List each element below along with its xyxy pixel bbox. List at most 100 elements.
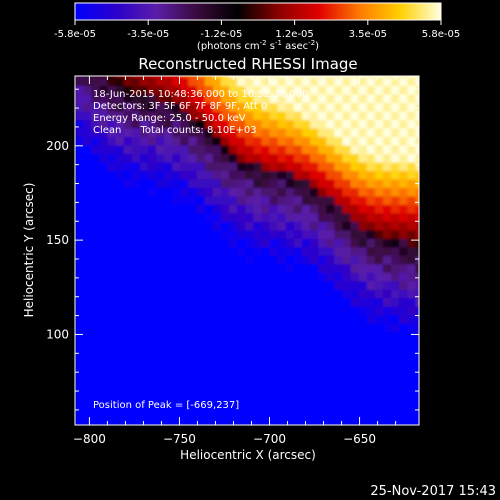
heatmap-cell xyxy=(107,161,117,171)
heatmap-cell xyxy=(75,306,84,316)
heatmap-cell xyxy=(156,340,165,350)
heatmap-cell xyxy=(293,297,303,307)
heatmap-cell xyxy=(123,365,133,375)
heatmap-cell xyxy=(115,110,125,120)
heatmap-cell xyxy=(293,357,303,367)
heatmap-cell xyxy=(75,153,84,163)
heatmap-cell xyxy=(83,246,92,256)
heatmap-cell xyxy=(156,255,165,265)
heatmap-cell xyxy=(293,263,303,273)
heatmap-cell xyxy=(91,331,100,341)
heatmap-cell xyxy=(188,255,198,265)
heatmap-cell xyxy=(237,221,246,231)
heatmap-cell xyxy=(115,195,125,205)
heatmap-cell xyxy=(424,366,433,375)
heatmap-cell xyxy=(277,85,287,95)
heatmap-cell xyxy=(301,204,311,214)
heatmap-cell xyxy=(269,297,279,307)
heatmap-cell xyxy=(358,229,368,239)
heatmap-cell xyxy=(374,416,384,425)
heatmap-cell xyxy=(399,331,408,341)
heatmap-cell xyxy=(196,136,206,146)
heatmap-cell xyxy=(123,110,133,120)
heatmap-cell xyxy=(228,374,238,384)
heatmap-cell xyxy=(261,416,271,425)
heatmap-cell xyxy=(424,400,433,409)
heatmap-cell xyxy=(358,76,368,78)
heatmap-cell xyxy=(107,382,117,392)
heatmap-cell xyxy=(407,391,416,401)
heatmap-cell xyxy=(188,93,198,104)
heatmap-cell xyxy=(261,255,271,265)
heatmap-cell xyxy=(374,255,384,265)
colorbar-tick-label: -5.8e-05 xyxy=(54,29,96,40)
heatmap-cell xyxy=(164,391,173,401)
heatmap-cell xyxy=(358,365,368,375)
heatmap-cell xyxy=(188,289,198,299)
heatmap-cell xyxy=(382,76,392,87)
heatmap-cell xyxy=(83,119,92,129)
heatmap-cell xyxy=(115,238,125,248)
heatmap-cell xyxy=(261,110,271,120)
heatmap-cell xyxy=(269,272,279,282)
heatmap-cell xyxy=(366,289,376,299)
heatmap-cell xyxy=(415,340,419,350)
heatmap-cell xyxy=(107,76,117,87)
heatmap-cell xyxy=(326,93,335,104)
heatmap-cell xyxy=(310,374,319,384)
heatmap-cell xyxy=(107,93,117,104)
heatmap-cell xyxy=(253,280,262,290)
heatmap-cell xyxy=(382,323,392,333)
heatmap-cell xyxy=(261,170,271,180)
heatmap-cell xyxy=(188,102,198,112)
heatmap-cell xyxy=(188,195,198,205)
heatmap-cell xyxy=(237,76,246,87)
heatmap-cell xyxy=(220,153,230,163)
heatmap-cell xyxy=(107,119,117,129)
heatmap-cell xyxy=(253,93,262,104)
heatmap-cell xyxy=(407,76,416,87)
heatmap-cell xyxy=(391,93,400,104)
heatmap-cell xyxy=(261,212,271,222)
heatmap-cell xyxy=(253,297,262,307)
peak-position-label: Position of Peak = [-669,237] xyxy=(93,400,239,411)
heatmap-cell xyxy=(310,76,319,78)
heatmap-cell xyxy=(326,306,335,316)
heatmap-cell xyxy=(391,272,400,282)
heatmap-cell xyxy=(204,195,214,205)
heatmap-cell xyxy=(204,76,214,87)
heatmap-cell xyxy=(139,110,149,120)
heatmap-cell xyxy=(245,204,254,214)
heatmap-cell xyxy=(156,170,165,180)
heatmap-cell xyxy=(220,102,230,112)
heatmap-cell xyxy=(415,272,419,282)
heatmap-cell xyxy=(180,348,190,358)
heatmap-cell xyxy=(172,144,181,154)
heatmap-cell xyxy=(196,314,206,324)
heatmap-cell xyxy=(83,272,92,282)
heatmap-cell xyxy=(261,323,271,333)
heatmap-cell xyxy=(245,323,254,333)
heatmap-cell xyxy=(164,272,173,282)
heatmap-cell xyxy=(334,93,344,104)
heatmap-cell xyxy=(391,161,400,171)
heatmap-cell xyxy=(358,306,368,316)
heatmap-cell xyxy=(212,314,222,324)
heatmap-cell xyxy=(358,170,368,180)
heatmap-cell xyxy=(107,323,117,333)
heatmap-cell xyxy=(75,178,84,188)
heatmap-cell xyxy=(245,110,254,120)
heatmap-cell xyxy=(261,382,271,392)
heatmap-cell xyxy=(123,144,133,154)
heatmap-cell xyxy=(75,144,84,154)
heatmap-cell xyxy=(99,399,109,409)
heatmap-cell xyxy=(334,306,344,316)
heatmap-cell xyxy=(115,331,125,341)
heatmap-cell xyxy=(147,399,157,409)
heatmap-cell xyxy=(139,221,149,231)
heatmap-cell xyxy=(382,246,392,256)
heatmap-cell xyxy=(253,314,262,324)
heatmap-cell xyxy=(99,314,109,324)
heatmap-cell xyxy=(415,221,419,231)
heatmap-cell xyxy=(139,195,149,205)
